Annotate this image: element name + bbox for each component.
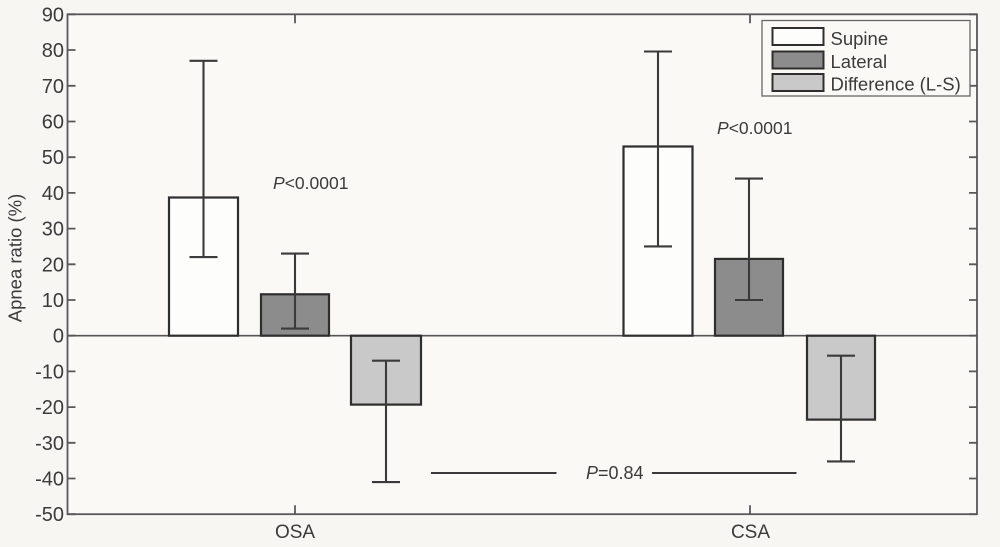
svg-text:-10: -10 xyxy=(35,361,64,383)
svg-text:P<0.0001: P<0.0001 xyxy=(273,173,348,193)
svg-text:CSA: CSA xyxy=(731,522,770,543)
svg-text:P=0.84: P=0.84 xyxy=(586,463,644,483)
svg-text:Apnea ratio (%): Apnea ratio (%) xyxy=(5,194,26,323)
svg-text:Lateral: Lateral xyxy=(831,51,888,72)
svg-text:70: 70 xyxy=(42,76,64,98)
svg-text:Supine: Supine xyxy=(831,28,889,49)
svg-text:0: 0 xyxy=(53,326,64,348)
svg-text:60: 60 xyxy=(42,112,64,134)
svg-text:Difference (L-S): Difference (L-S) xyxy=(831,74,961,95)
svg-text:-40: -40 xyxy=(35,469,64,491)
svg-text:40: 40 xyxy=(42,183,64,205)
svg-text:-20: -20 xyxy=(35,397,64,419)
svg-text:20: 20 xyxy=(42,254,64,276)
svg-text:10: 10 xyxy=(42,290,64,312)
svg-text:80: 80 xyxy=(42,40,64,62)
svg-text:30: 30 xyxy=(42,219,64,241)
svg-text:OSA: OSA xyxy=(275,522,315,543)
svg-text:50: 50 xyxy=(42,147,64,169)
svg-text:-50: -50 xyxy=(35,504,64,526)
svg-text:90: 90 xyxy=(42,4,64,26)
svg-text:P<0.0001: P<0.0001 xyxy=(717,118,792,138)
svg-text:-30: -30 xyxy=(35,433,64,455)
